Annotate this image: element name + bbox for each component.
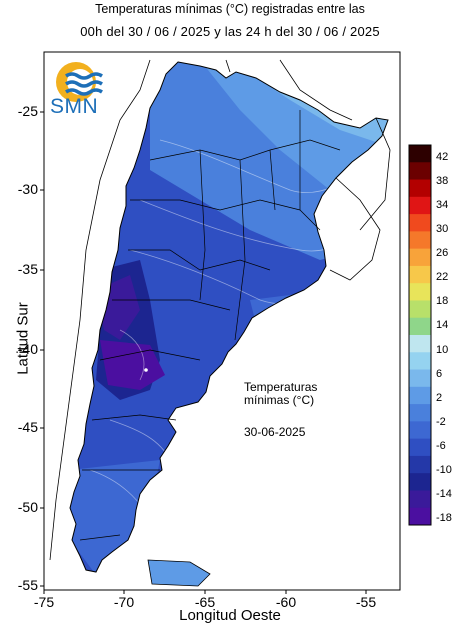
y-tick-label: -25 [17,103,38,119]
y-tick-label: -30 [17,181,38,197]
legend-label: -2 [436,415,446,428]
legend-label: 10 [436,343,449,356]
y-axis-label: Latitud Sur [14,302,32,375]
legend-color-swatch [409,352,431,371]
axis-ticks [40,111,367,594]
legend-label: -18 [436,512,452,524]
y-tick-label: -45 [17,419,38,435]
legend-label: -14 [436,487,452,500]
plot-frame [43,51,401,591]
neighbor-borders [49,59,391,561]
legend-color-swatch [409,507,431,526]
y-tick-label: -50 [17,499,38,515]
legend-label: -10 [436,463,452,476]
legend-label: 30 [436,223,449,236]
legend-label: 34 [436,199,449,212]
map-title-line2: 00h del 30 / 06 / 2025 y las 24 h del 30… [80,24,380,39]
legend-label: 42 [436,151,449,163]
temperature-field [70,62,388,572]
annotation-date: 30-06-2025 [244,425,306,439]
legend-color-swatch [409,231,431,250]
legend-color-swatch [409,283,431,301]
legend-color-swatch [409,473,431,491]
legend-color-swatch [409,162,431,181]
legend-color-swatch [409,300,431,319]
smn-logo-icon [56,62,103,102]
legend-color-swatch [409,179,431,198]
legend-color-swatch [409,438,431,457]
smn-logo-text: SMN [50,95,99,118]
x-tick-label: -75 [33,594,55,610]
legend-color-swatch [409,455,431,474]
argentina-outline [69,61,389,573]
cold-spot-marker [144,368,148,372]
legend-label: 2 [436,391,443,404]
annotation-subtitle: mínimas (°C) [244,393,315,407]
legend-color-swatch [409,248,431,267]
legend-color-swatch [409,317,431,336]
legend-color-swatch [409,386,431,405]
legend-color-swatch [409,145,431,163]
tierra-del-fuego [147,559,211,587]
annotation-title: Temperaturas [244,380,318,394]
y-tick-label: -40 [17,341,38,357]
x-tick-label: -70 [113,594,135,610]
legend-label: 38 [436,175,449,188]
legend-frame [408,144,432,526]
legend-color-swatch [409,404,431,422]
legend-color-swatch [409,214,431,232]
legend-color-swatch [409,196,431,215]
legend-label: 26 [436,247,449,260]
y-tick-label: -35 [17,261,38,277]
legend-label: 14 [436,319,449,332]
legend-label: -6 [436,439,446,452]
x-axis-label: Longitud Oeste [179,607,281,624]
x-tick-label: -55 [355,594,377,610]
legend-color-swatch [409,265,431,284]
x-tick-label: -65 [194,594,216,610]
map-title-line1: Temperaturas mínimas (°C) registradas en… [95,2,365,16]
legend-label: 22 [436,271,449,284]
legend-label: 6 [436,367,443,380]
legend-colorbar [408,144,432,526]
legend-color-swatch [409,421,431,440]
y-tick-label: -55 [17,577,38,593]
legend-label: 18 [436,295,449,308]
province-borders [79,110,341,541]
legend-color-swatch [409,490,431,509]
x-tick-label: -60 [275,594,297,610]
legend-color-swatch [409,369,431,388]
legend-color-swatch [409,335,431,353]
